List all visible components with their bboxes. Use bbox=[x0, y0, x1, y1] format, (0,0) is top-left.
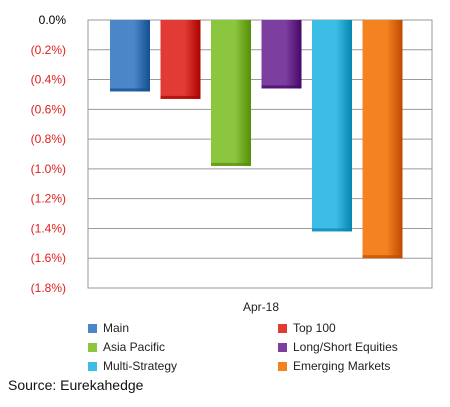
legend-item: Main bbox=[88, 320, 278, 336]
legend-label: Top 100 bbox=[293, 321, 336, 335]
y-tick-label: 0.0% bbox=[39, 13, 67, 27]
y-tick-label: (0.8%) bbox=[31, 132, 66, 146]
bar-base-shade bbox=[312, 228, 352, 232]
bar-long-short-equities bbox=[261, 20, 302, 89]
legend-label: Asia Pacific bbox=[103, 340, 166, 354]
legend-swatch bbox=[88, 342, 97, 352]
bar-emerging-markets bbox=[362, 20, 403, 259]
bar-main bbox=[110, 20, 150, 92]
legend-swatch bbox=[278, 342, 287, 352]
legend-swatch bbox=[278, 361, 287, 371]
y-tick-label: (0.6%) bbox=[31, 102, 66, 116]
bar-multi-strategy bbox=[312, 20, 352, 232]
legend-item: Top 100 bbox=[278, 320, 428, 336]
source-note: Source: Eurekahedge bbox=[8, 377, 144, 393]
legend-swatch bbox=[278, 323, 287, 333]
legend-swatch bbox=[88, 323, 97, 333]
legend-swatch bbox=[88, 361, 97, 371]
bar-base-shade bbox=[211, 162, 251, 166]
legend-item: Multi-Strategy bbox=[88, 358, 278, 374]
legend-label: Long/Short Equities bbox=[293, 340, 398, 354]
bar-base-shade bbox=[261, 85, 302, 89]
y-tick-label: (1.0%) bbox=[31, 162, 66, 176]
y-tick-label: (1.8%) bbox=[31, 281, 66, 295]
legend-item: Long/Short Equities bbox=[278, 339, 428, 355]
legend-label: Main bbox=[103, 321, 130, 335]
bar-base-shade bbox=[362, 255, 403, 259]
bar-top-100 bbox=[160, 20, 201, 99]
bar-base-shade bbox=[160, 95, 201, 99]
bar-base-shade bbox=[110, 88, 150, 92]
legend-label: Multi-Strategy bbox=[103, 359, 178, 373]
y-tick-label: (1.2%) bbox=[31, 192, 66, 206]
bar-asia-pacific bbox=[211, 20, 251, 166]
legend-label: Emerging Markets bbox=[293, 359, 391, 373]
y-tick-label: (0.4%) bbox=[31, 73, 66, 87]
y-tick-label: (0.2%) bbox=[31, 43, 66, 57]
y-tick-label: (1.6%) bbox=[31, 251, 66, 265]
legend-item: Emerging Markets bbox=[278, 358, 428, 374]
legend: Main Top 100 Asia Pacific Long/Short Equiti… bbox=[88, 320, 428, 374]
y-tick-label: (1.4%) bbox=[31, 221, 66, 235]
legend-item: Asia Pacific bbox=[88, 339, 278, 355]
x-axis-category-label: Apr-18 bbox=[243, 300, 279, 314]
y-axis-ticks: 0.0% (0.2%) (0.4%) (0.6%) (0.8%) (1.0%) (1.2%)… bbox=[31, 13, 67, 295]
bars bbox=[110, 20, 403, 259]
